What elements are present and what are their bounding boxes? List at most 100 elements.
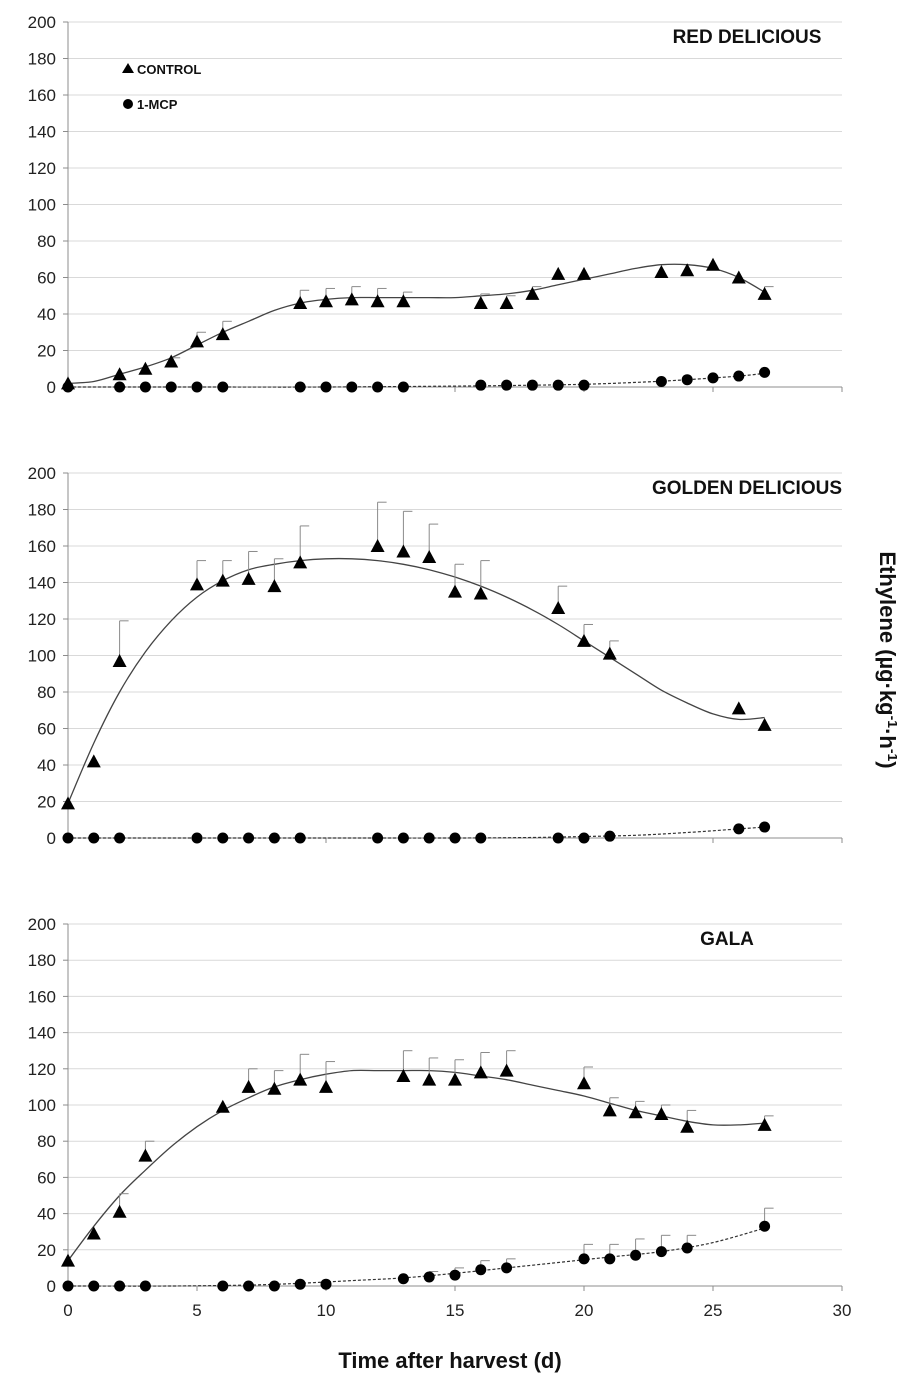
y-tick-label: 180 <box>28 50 56 69</box>
panel-title: GALA <box>700 929 754 950</box>
data-point <box>577 266 591 280</box>
data-point <box>114 1280 126 1292</box>
x-axis-title: Time after harvest (d) <box>338 1348 561 1373</box>
data-point <box>654 1107 669 1121</box>
data-point <box>396 1069 411 1083</box>
data-point <box>475 832 487 844</box>
legend-label: 1-MCP <box>137 97 178 112</box>
data-point <box>552 832 564 844</box>
series-control <box>61 501 772 810</box>
data-point <box>215 327 230 341</box>
series-1mcp <box>62 366 771 393</box>
data-point <box>267 1081 282 1095</box>
data-point <box>578 1253 590 1265</box>
data-point <box>630 1249 642 1261</box>
legend-circle-icon <box>123 99 133 109</box>
data-point <box>114 832 126 844</box>
data-point <box>114 381 126 393</box>
data-point <box>320 381 332 393</box>
data-point <box>396 544 411 558</box>
data-point <box>88 1280 100 1292</box>
data-point <box>499 1063 514 1077</box>
data-point <box>112 1204 127 1218</box>
data-point <box>217 832 229 844</box>
data-point <box>62 832 74 844</box>
data-point <box>86 754 101 768</box>
data-point <box>449 1269 461 1281</box>
y-tick-label: 200 <box>28 915 56 934</box>
trend-line-1mcp <box>68 826 765 839</box>
data-point <box>243 832 255 844</box>
legend-label: CONTROL <box>137 62 201 77</box>
data-point <box>293 1072 308 1086</box>
y-tick-label: 20 <box>37 793 56 812</box>
y-tick-label: 80 <box>37 232 56 251</box>
data-point <box>655 376 667 388</box>
data-point <box>268 832 280 844</box>
y-axis-title: Ethylene (µg·kg-1·h-1) <box>875 551 897 768</box>
data-point <box>680 1119 695 1133</box>
x-tick-label: 5 <box>192 1301 201 1320</box>
y-tick-label: 20 <box>37 342 56 361</box>
data-point <box>473 1065 488 1079</box>
data-point <box>138 1148 153 1162</box>
data-point <box>681 1242 693 1254</box>
y-tick-label: 60 <box>37 269 56 288</box>
y-tick-label: 80 <box>37 683 56 702</box>
y-tick-label: 160 <box>28 537 56 556</box>
data-point <box>293 555 308 569</box>
data-point <box>138 361 153 375</box>
data-point <box>293 296 308 310</box>
chart-panel: 0 20 40 60 80 100 120 140 160 180 200 GOLDEN DELICI… <box>28 464 843 848</box>
y-tick-label: 40 <box>37 756 56 775</box>
data-point <box>397 1273 409 1285</box>
y-tick-label: 160 <box>28 987 56 1006</box>
data-point <box>191 832 203 844</box>
data-point <box>217 381 229 393</box>
data-point <box>680 263 695 277</box>
data-point <box>759 1220 771 1232</box>
data-point <box>191 381 203 393</box>
data-point <box>215 1099 230 1113</box>
data-point <box>578 379 590 391</box>
data-point <box>372 381 384 393</box>
y-axis-title-text: Ethylene (µg·kg-1·h-1) <box>875 551 897 768</box>
data-point <box>396 294 411 308</box>
x-tick-label: 25 <box>704 1301 723 1320</box>
data-point <box>267 579 282 593</box>
data-point <box>707 372 719 384</box>
panel-title: RED DELICIOUS <box>673 27 822 48</box>
y-tick-label: 140 <box>28 574 56 593</box>
data-point <box>422 549 437 563</box>
data-point <box>733 823 745 835</box>
data-point <box>577 633 591 647</box>
y-tick-label: 20 <box>37 1241 56 1260</box>
data-point <box>551 601 566 615</box>
data-point <box>423 1271 435 1283</box>
data-point <box>61 796 75 810</box>
data-point <box>319 1079 333 1093</box>
y-tick-label: 60 <box>37 1168 56 1187</box>
data-point <box>346 381 358 393</box>
data-point <box>525 286 540 300</box>
y-tick-label: 140 <box>28 1024 56 1043</box>
data-point <box>731 270 746 284</box>
data-point <box>319 294 333 308</box>
y-tick-label: 100 <box>28 647 56 666</box>
data-point <box>602 1103 617 1117</box>
series-1mcp <box>62 821 771 844</box>
panel-title: GOLDEN DELICIOUS <box>652 478 842 499</box>
series-1mcp <box>62 1207 774 1292</box>
data-point <box>294 381 306 393</box>
y-tick-label: 180 <box>28 951 56 970</box>
data-point <box>757 286 772 300</box>
data-point <box>190 334 204 348</box>
data-point <box>370 539 385 552</box>
y-tick-label: 80 <box>37 1132 56 1151</box>
y-tick-label: 100 <box>28 196 56 215</box>
data-point <box>370 294 385 308</box>
data-point <box>241 1079 256 1093</box>
data-point <box>706 257 720 271</box>
y-tick-label: 0 <box>47 378 56 397</box>
